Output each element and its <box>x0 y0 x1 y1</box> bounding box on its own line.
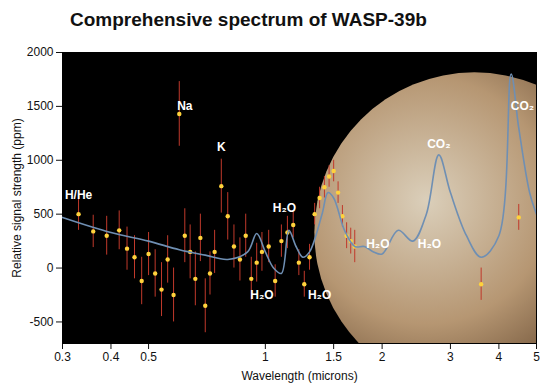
svg-text:2: 2 <box>379 350 386 364</box>
svg-text:4: 4 <box>496 350 503 364</box>
svg-text:500: 500 <box>33 207 53 221</box>
svg-text:1500: 1500 <box>27 99 54 113</box>
svg-text:-500: -500 <box>29 315 53 329</box>
svg-text:CO₂: CO₂ <box>427 137 450 151</box>
svg-text:H₂O: H₂O <box>308 288 331 302</box>
svg-text:Relative signal strength (ppm): Relative signal strength (ppm) <box>10 118 24 277</box>
svg-text:K: K <box>217 140 226 154</box>
svg-text:1000: 1000 <box>27 153 54 167</box>
svg-text:0.3: 0.3 <box>54 350 71 364</box>
svg-text:0.5: 0.5 <box>140 350 157 364</box>
svg-text:5: 5 <box>533 350 540 364</box>
svg-text:1: 1 <box>262 350 269 364</box>
svg-text:H₂O: H₂O <box>418 237 441 251</box>
svg-text:2000: 2000 <box>27 45 54 59</box>
svg-text:Na: Na <box>177 99 193 113</box>
svg-text:Wavelength (microns): Wavelength (microns) <box>241 369 357 383</box>
html-text:Comprehensive spectrum of WASP: Comprehensive spectrum of WASP-39b <box>70 9 427 30</box>
svg-text:3: 3 <box>447 350 454 364</box>
svg-text:0.4: 0.4 <box>103 350 120 364</box>
svg-text:H₂O: H₂O <box>366 237 389 251</box>
svg-text:CO₂: CO₂ <box>511 99 534 113</box>
svg-text:0: 0 <box>47 261 54 275</box>
svg-text:1.5: 1.5 <box>325 350 342 364</box>
svg-text:H₂O: H₂O <box>273 201 296 215</box>
svg-text:H₂O: H₂O <box>250 288 273 302</box>
svg-text:H/He: H/He <box>65 188 93 202</box>
